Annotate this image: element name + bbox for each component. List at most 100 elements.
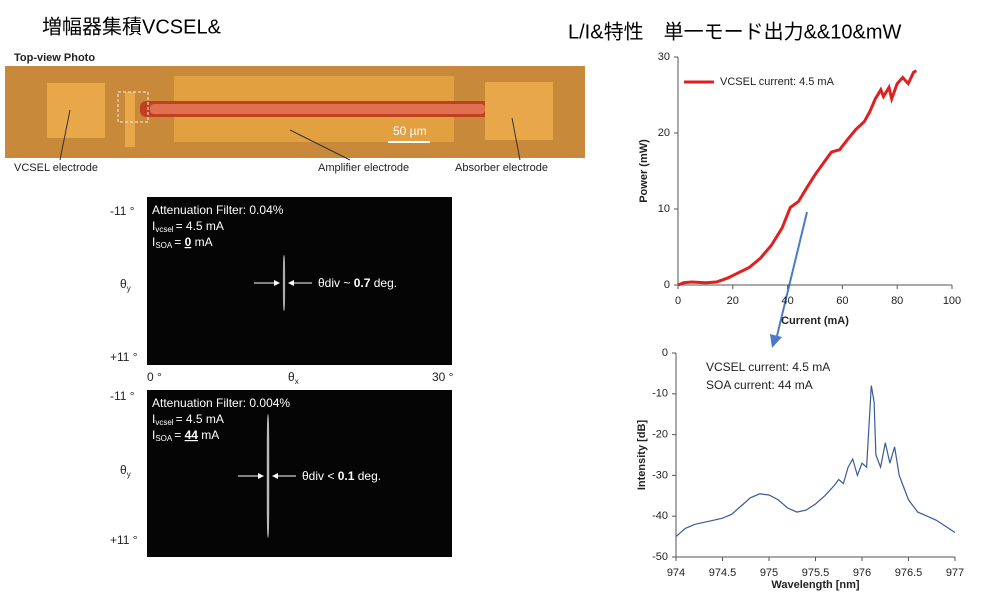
text-part: deg. <box>370 276 397 290</box>
slide-title: L/I&特性 単一モード出力&&10&mW <box>568 20 902 43</box>
axis-label: θy <box>120 277 131 293</box>
text-part: = 4.5 mA <box>176 219 224 233</box>
pointer <box>511 117 521 161</box>
x-tick-label: 100 <box>943 295 961 307</box>
text-part: mA <box>191 235 212 249</box>
y-axis-label: Power (mW) <box>638 139 650 203</box>
annotation: SOA current: 44 mA <box>706 378 813 392</box>
photo-label: VCSEL electrode <box>14 162 98 174</box>
panel-text: ISOA = 0 mA <box>152 235 213 250</box>
text-part: deg. <box>354 469 381 483</box>
beam-image <box>147 197 452 365</box>
photo-title: Top-view Photo <box>14 52 95 64</box>
photo-label: Absorber electrode <box>455 162 548 174</box>
photo-label: Amplifier electrode <box>318 162 409 174</box>
panel-text: Attenuation Filter: 0.004% <box>152 396 290 410</box>
text-part: mA <box>198 428 219 442</box>
pointer <box>59 109 71 161</box>
y-tick-label: 0 <box>662 347 668 359</box>
y-tick-label: 0 <box>664 279 670 291</box>
x-tick-label: 976 <box>853 567 871 579</box>
beam-image <box>147 390 452 557</box>
photo: Top-view Photo 50 µm VCSEL electrode Amp… <box>5 52 585 174</box>
highlight <box>117 91 149 123</box>
annotation: VCSEL current: 4.5 mA <box>706 360 830 374</box>
y-tick-label: 20 <box>658 127 670 139</box>
x-tick-label: 977 <box>946 567 964 579</box>
text-part: I <box>152 219 155 233</box>
axis-label: -11 ° <box>110 389 135 403</box>
text-part: SOA <box>155 241 173 250</box>
panel-text: θdiv ~ 0.7 deg. <box>318 276 397 290</box>
axis-label: -11 ° <box>110 204 135 218</box>
text-part: 44 <box>185 428 199 442</box>
x-tick-label: 974.5 <box>709 567 737 579</box>
x-tick-label: 0 <box>675 295 681 307</box>
beam-panels: -11 ° θy +11 ° 0 ° θx 30 ° -11 ° θy +11 … <box>110 197 454 557</box>
arrow <box>775 211 808 341</box>
label-part: y <box>127 470 131 479</box>
waveguide <box>150 104 485 114</box>
panel-text: Ivcsel = 4.5 mA <box>152 412 224 427</box>
axis-label: 30 ° <box>432 370 454 384</box>
x-tick-label: 20 <box>727 295 739 307</box>
label-part: θ <box>288 370 295 384</box>
data-line <box>677 69 918 287</box>
text-part: vcsel <box>155 418 173 427</box>
axis-label: 0 ° <box>147 370 162 384</box>
arrow-head <box>274 280 280 286</box>
label-part: θ <box>120 463 127 477</box>
text-part: 0 <box>185 235 192 249</box>
panel-text: ISOA = 44 mA <box>152 428 219 443</box>
scale-label: 50 µm <box>393 124 427 138</box>
text-part: 0.1 <box>338 469 355 483</box>
text-part: = 4.5 mA <box>176 412 224 426</box>
label-part: x <box>295 377 299 386</box>
y-tick-label: -40 <box>652 510 668 522</box>
legend-label: VCSEL current: 4.5 mA <box>720 76 835 88</box>
pad <box>485 82 553 140</box>
x-axis-label: Current (mA) <box>781 315 849 327</box>
y-tick-label: -10 <box>652 388 668 400</box>
x-tick-label: 60 <box>836 295 848 307</box>
y-axis-label: Intensity [dB] <box>636 420 648 491</box>
x-tick-label: 80 <box>891 295 903 307</box>
arrow-head <box>770 334 782 348</box>
text-part: θdiv < <box>302 469 338 483</box>
y-tick-label: 10 <box>658 203 670 215</box>
arrow-head <box>288 280 294 286</box>
text-part: I <box>152 235 155 249</box>
panel-text: θdiv < 0.1 deg. <box>302 469 381 483</box>
y-tick-label: 30 <box>658 51 670 63</box>
slide-title: 増幅器集積VCSEL& <box>42 15 222 38</box>
y-tick-label: -20 <box>652 429 668 441</box>
panel-text: Ivcsel = 4.5 mA <box>152 219 224 234</box>
axis-label: θx <box>288 370 299 386</box>
y-tick-label: -50 <box>652 551 668 563</box>
axis-label: +11 ° <box>110 350 138 364</box>
text-part: 0.7 <box>354 276 371 290</box>
text-part: = <box>174 428 184 442</box>
panel-text: Attenuation Filter: 0.04% <box>152 203 284 217</box>
label-part: θ <box>120 277 127 291</box>
text-part: vcsel <box>155 225 173 234</box>
beam-spot <box>282 255 286 311</box>
text-part: I <box>152 428 155 442</box>
text-part: θdiv ~ <box>318 276 354 290</box>
arrow-head <box>258 473 264 479</box>
data-line <box>675 385 956 538</box>
text-part: I <box>152 412 155 426</box>
text-part: = <box>174 235 184 249</box>
arrow-head <box>272 473 278 479</box>
x-tick-label: 975 <box>760 567 778 579</box>
y-tick-label: -30 <box>652 469 668 481</box>
x-tick-label: 976.5 <box>895 567 923 579</box>
x-tick-label: 975.5 <box>802 567 830 579</box>
axis-label: +11 ° <box>110 533 138 547</box>
label-part: y <box>127 284 131 293</box>
axis-label: θy <box>120 463 131 479</box>
x-tick-label: 40 <box>781 295 793 307</box>
pad <box>125 92 135 147</box>
pad <box>47 83 105 138</box>
